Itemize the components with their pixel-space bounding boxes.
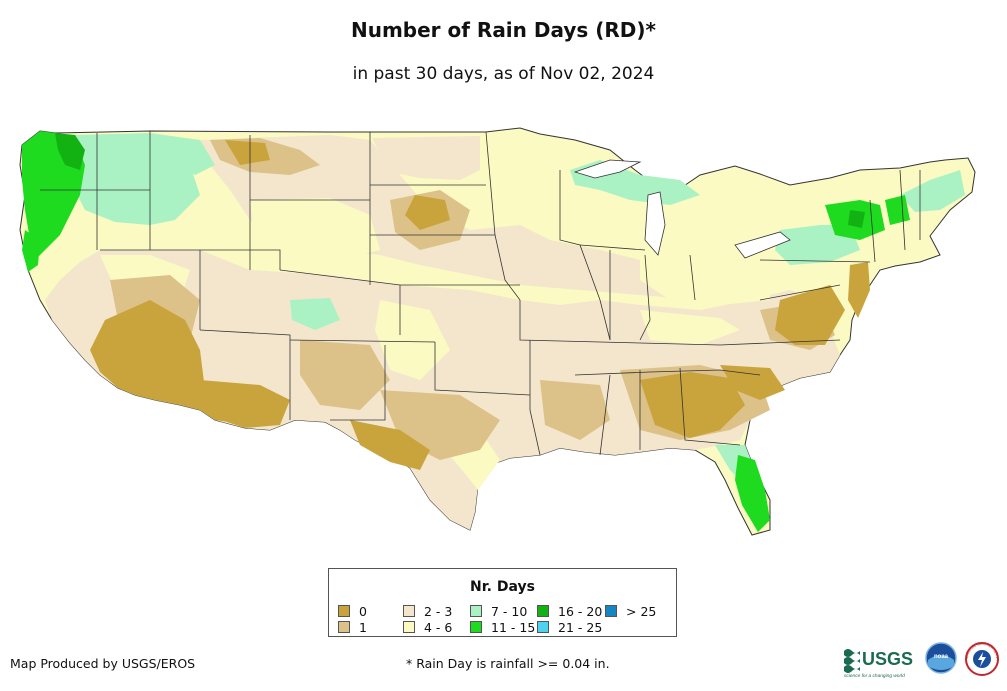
legend-swatch bbox=[605, 605, 617, 617]
legend-item-6: 16 - 20 bbox=[537, 605, 602, 619]
zone-0-georgia bbox=[640, 372, 745, 438]
legend-item-1: 1 bbox=[338, 621, 367, 635]
legend-swatch bbox=[338, 621, 350, 633]
svg-text:science for a changing world: science for a changing world bbox=[844, 673, 905, 679]
zone-0-new-mexico-arizona bbox=[200, 380, 290, 428]
lake-michigan bbox=[644, 191, 666, 256]
map-credit: Map Produced by USGS/EROS bbox=[10, 656, 196, 671]
zone-4-6-texas-panhandle bbox=[375, 300, 450, 380]
map-subtitle: in past 30 days, as of Nov 02, 2024 bbox=[352, 64, 655, 84]
legend-title: Nr. Days bbox=[470, 579, 535, 595]
lake-superior bbox=[573, 159, 642, 179]
zone-0-carolinas bbox=[720, 365, 785, 400]
svg-text:USGS: USGS bbox=[862, 649, 913, 669]
legend-label: 1 bbox=[359, 620, 367, 635]
legend-label: 4 - 6 bbox=[424, 620, 453, 635]
zone-11-15-oregon-coast bbox=[22, 230, 40, 272]
legend-label: 16 - 20 bbox=[558, 604, 603, 619]
legend-item-4: 7 - 10 bbox=[470, 605, 527, 619]
legend-swatch bbox=[403, 605, 415, 617]
zone-4-6-kentucky bbox=[640, 310, 740, 345]
zone-16-20-adirondack bbox=[848, 210, 865, 228]
zone-7-10-idaho bbox=[150, 133, 215, 175]
zone-0-texas bbox=[350, 420, 430, 470]
zone-1-new-mexico bbox=[300, 340, 390, 410]
zone-0-new-jersey bbox=[848, 262, 870, 318]
noaa-logo: noaa bbox=[925, 642, 957, 674]
legend-swatch bbox=[537, 621, 549, 633]
legend-label: 0 bbox=[359, 604, 367, 619]
legend-label: 11 - 15 bbox=[491, 620, 536, 635]
zone-11-15-vermont bbox=[885, 195, 910, 225]
legend-item-2: 2 - 3 bbox=[403, 605, 452, 619]
usgs-logo: USGS science for a changing world bbox=[844, 649, 913, 679]
legend-swatch bbox=[470, 621, 482, 633]
legend-swatch bbox=[470, 605, 482, 617]
map-legend: Nr. Days 0 1 2 - 3 4 - 6 7 - 10 11 - 15 … bbox=[328, 568, 677, 637]
zone-0-virginia bbox=[775, 285, 845, 345]
zone-4-6-ohio-valley bbox=[640, 250, 770, 305]
legend-label: > 25 bbox=[626, 604, 657, 619]
zone-7-10-maine bbox=[900, 170, 965, 212]
zone-16-20-olympic bbox=[55, 133, 85, 170]
zone-7-10-colorado bbox=[290, 298, 340, 330]
legend-item-7: 21 - 25 bbox=[537, 621, 602, 635]
legend-label: 21 - 25 bbox=[558, 620, 603, 635]
zone-0-montana bbox=[225, 140, 270, 165]
zone-11-15-florida bbox=[735, 455, 770, 532]
legend-label: 7 - 10 bbox=[491, 604, 528, 619]
legend-swatch bbox=[537, 605, 549, 617]
zone-1-arkansas bbox=[540, 380, 610, 440]
legend-label: 2 - 3 bbox=[424, 604, 453, 619]
zone-2-3-plains-north bbox=[372, 136, 480, 180]
legend-item-8: > 25 bbox=[605, 605, 656, 619]
state-boundaries bbox=[40, 131, 921, 456]
map-title: Number of Rain Days (RD)* bbox=[350, 18, 656, 42]
legend-swatch bbox=[338, 605, 350, 617]
zone-2-3-northern-plains bbox=[200, 135, 760, 300]
zone-0-arizona bbox=[90, 300, 250, 425]
legend-swatch bbox=[403, 621, 415, 633]
lake-erie bbox=[734, 231, 791, 259]
svg-text:noaa: noaa bbox=[934, 654, 949, 660]
zone-4-6-colorado bbox=[250, 198, 380, 270]
legend-item-0: 0 bbox=[338, 605, 367, 619]
legend-item-5: 11 - 15 bbox=[470, 621, 535, 635]
legend-item-3: 4 - 6 bbox=[403, 621, 452, 635]
rain-day-footnote: * Rain Day is rainfall >= 0.04 in. bbox=[406, 656, 610, 671]
zone-0-south-dakota bbox=[405, 195, 450, 230]
nws-lightning-icon bbox=[978, 652, 986, 667]
great-lakes bbox=[573, 159, 791, 259]
agency-logos: USGS science for a changing world noaa N… bbox=[842, 638, 999, 679]
usgs-wave-icon bbox=[844, 649, 860, 673]
